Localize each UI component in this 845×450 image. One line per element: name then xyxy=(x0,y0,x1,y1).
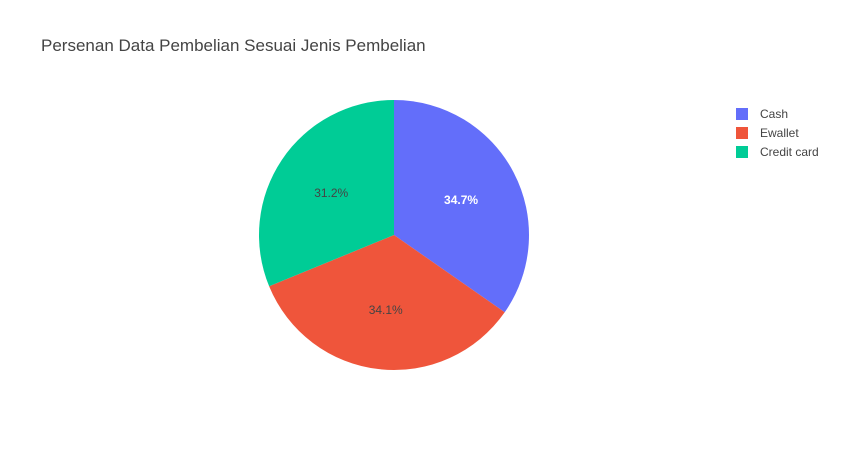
chart-title: Persenan Data Pembelian Sesuai Jenis Pem… xyxy=(41,36,426,55)
legend-label-ewallet: Ewallet xyxy=(760,126,799,140)
slice-label-ewallet: 34.1% xyxy=(369,303,403,317)
slice-label-cash: 34.7% xyxy=(444,193,478,207)
legend-label-cash: Cash xyxy=(760,107,788,121)
legend-swatch-credit-card xyxy=(736,146,748,158)
legend-swatch-ewallet xyxy=(736,127,748,139)
legend-item-cash[interactable]: Cash xyxy=(736,107,788,121)
pie-slice-ewallet[interactable] xyxy=(269,235,505,370)
legend-swatch-cash xyxy=(736,108,748,120)
pie-slice-credit-card[interactable] xyxy=(258,100,394,287)
legend-item-ewallet[interactable]: Ewallet xyxy=(736,126,799,140)
legend: Cash Ewallet Credit card xyxy=(736,107,819,159)
pie-slice-cash[interactable] xyxy=(394,100,529,313)
pie-slices xyxy=(258,100,529,370)
legend-label-credit-card: Credit card xyxy=(760,145,819,159)
pie-slice-labels: 34.7% 34.1% 31.2% xyxy=(314,186,478,317)
legend-item-credit-card[interactable]: Credit card xyxy=(736,145,819,159)
slice-label-credit-card: 31.2% xyxy=(314,186,348,200)
